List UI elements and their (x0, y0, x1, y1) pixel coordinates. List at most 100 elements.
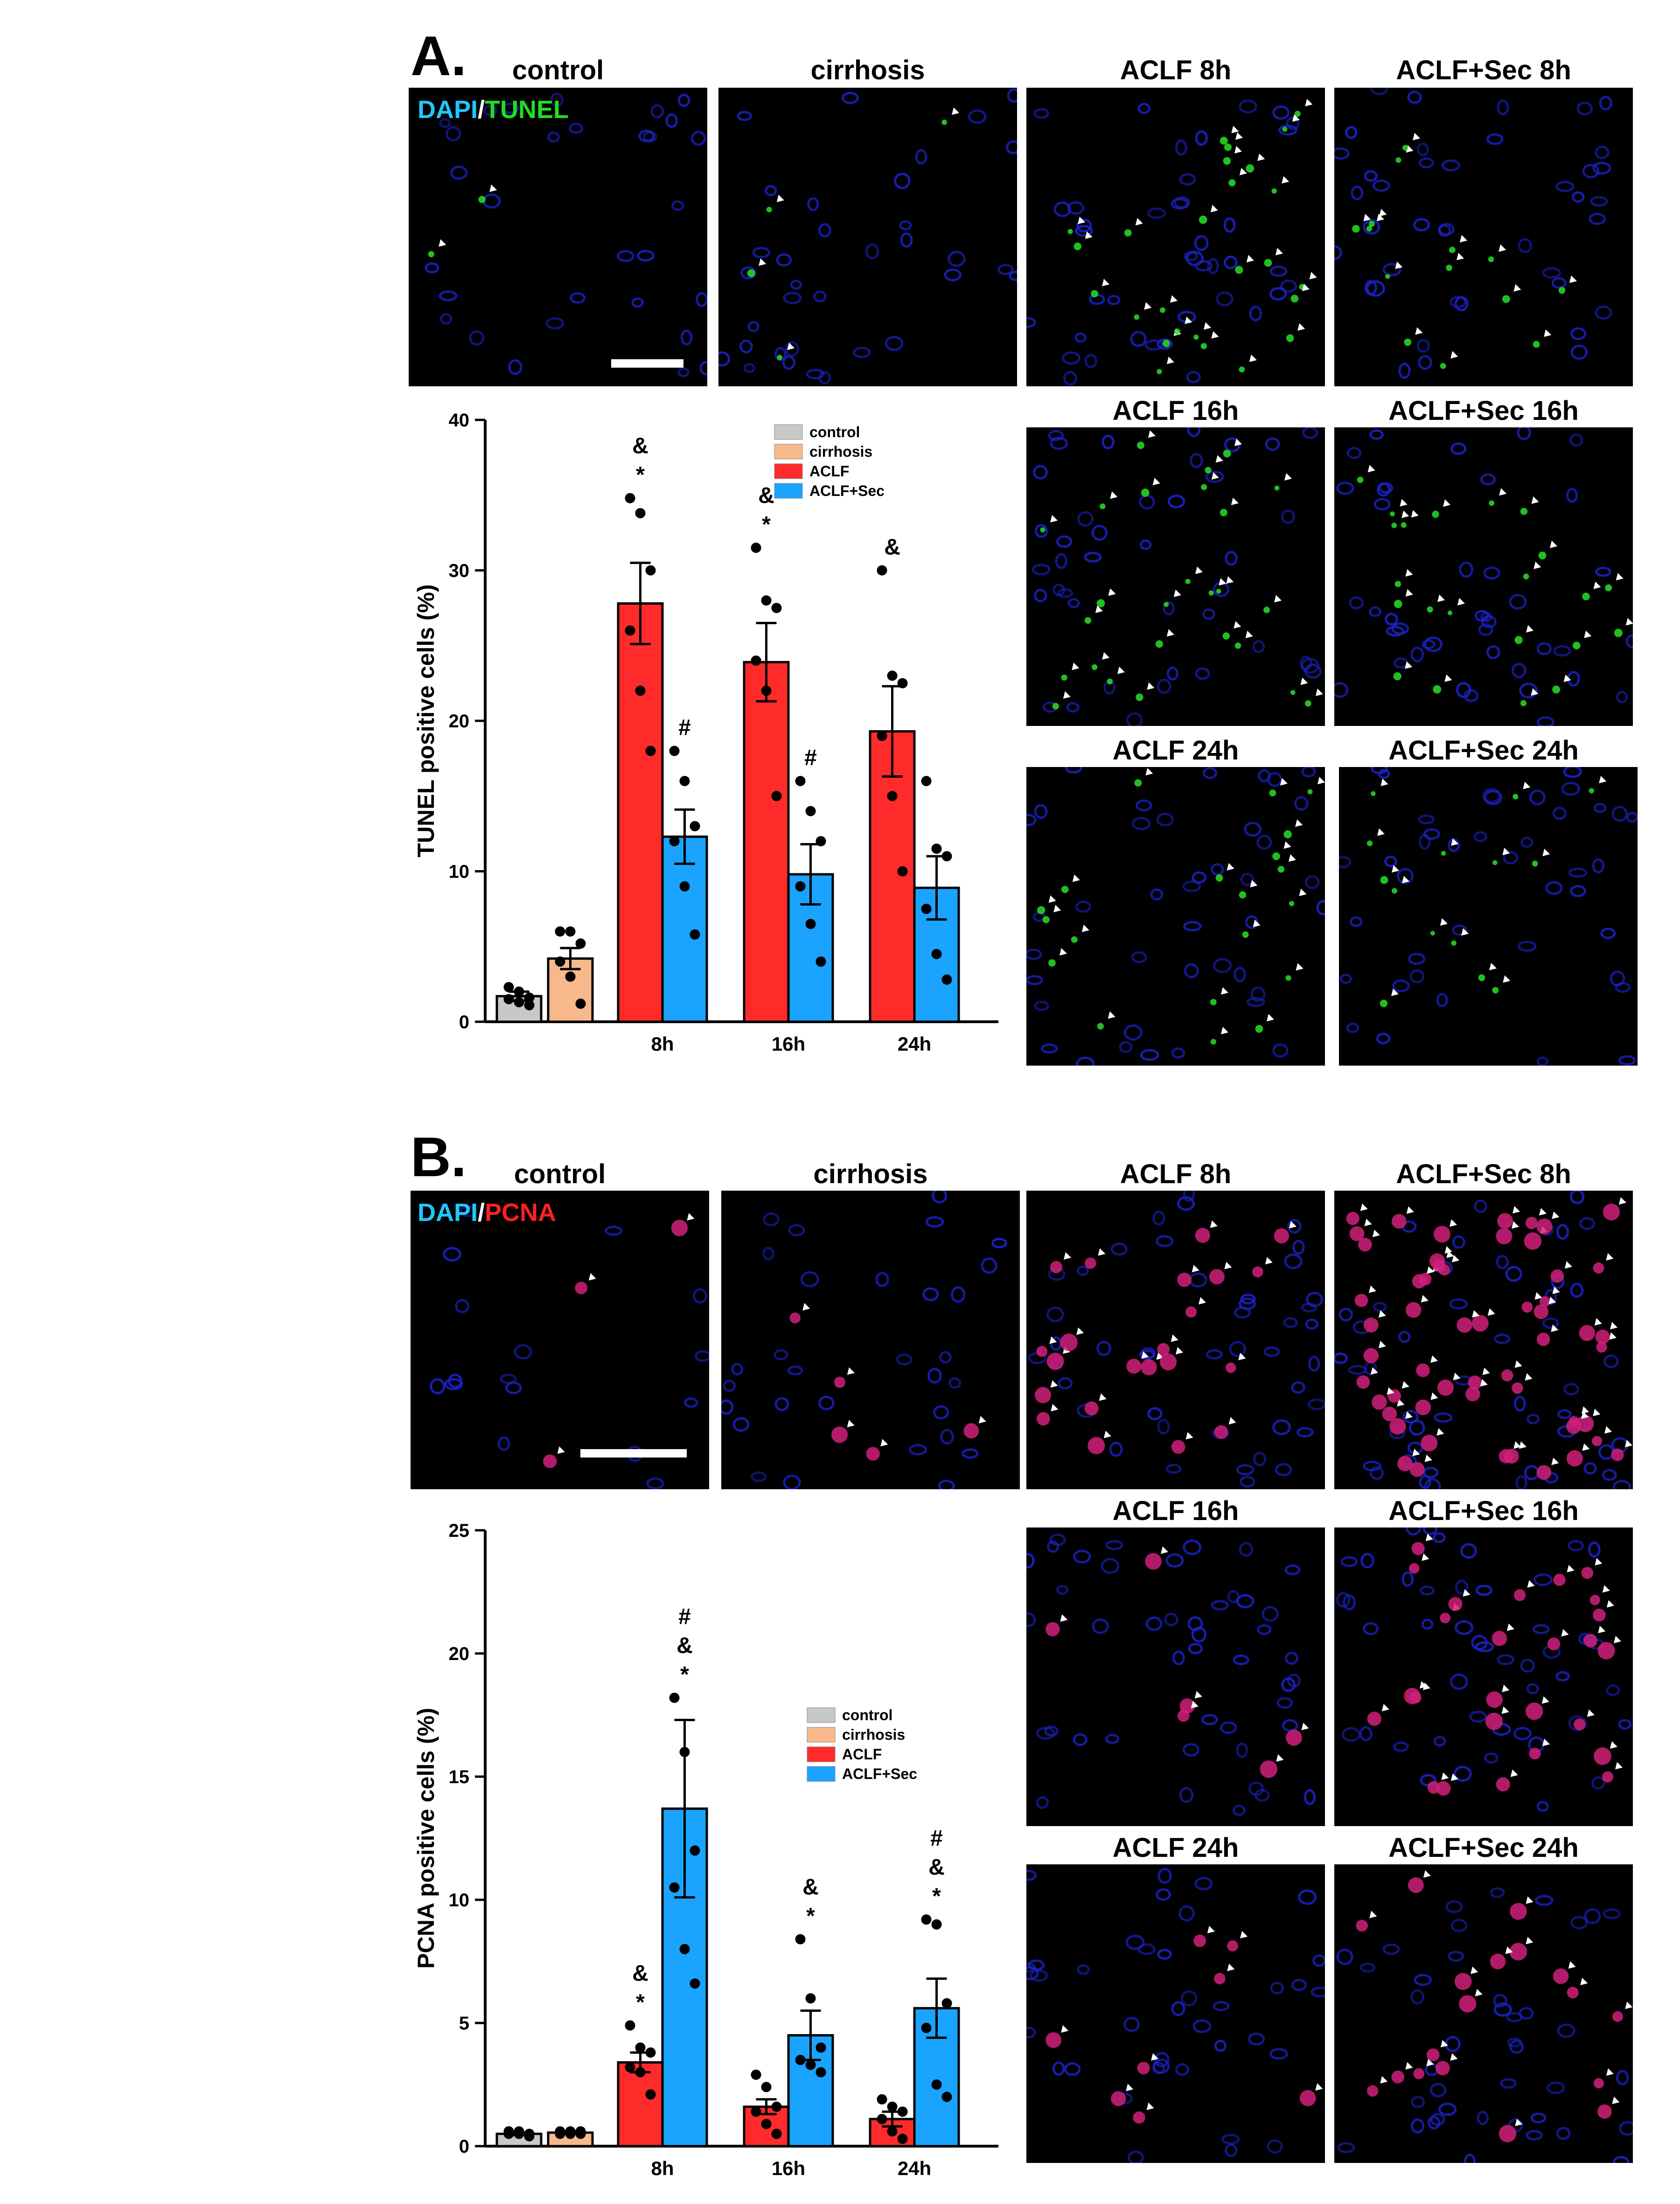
nucleus (1033, 465, 1048, 480)
positive-nucleus (1040, 527, 1046, 533)
data-point (555, 926, 565, 937)
stain-tunel: TUNEL (485, 96, 569, 124)
positive-nucleus (1413, 2068, 1425, 2079)
nucleus (1284, 1564, 1301, 1576)
nucleus (1576, 101, 1593, 116)
nucleus (1232, 1805, 1246, 1816)
nucleus (1584, 1908, 1601, 1925)
arrowhead (1503, 975, 1511, 983)
nucleus (1595, 566, 1611, 577)
nucleus (1370, 88, 1388, 96)
arrowhead (1489, 963, 1497, 970)
arrowhead (1099, 1393, 1107, 1401)
positive-nucleus (1532, 860, 1538, 867)
data-point (679, 881, 690, 892)
nucleus (1053, 201, 1072, 217)
arrowhead (1315, 2083, 1323, 2091)
nucleus (1221, 2134, 1240, 2145)
nucleus (1602, 1469, 1617, 1481)
arrowhead (1552, 1286, 1560, 1294)
nucleus (927, 1367, 942, 1384)
legend-label: cirrhosis (809, 443, 872, 460)
nucleus (731, 1363, 743, 1376)
nucleus (788, 1224, 805, 1236)
data-point (771, 2101, 782, 2112)
arrowhead (1450, 1773, 1458, 1781)
nucleus (1512, 663, 1527, 678)
nucleus (1007, 88, 1017, 103)
data-point (565, 926, 576, 937)
nucleus (782, 355, 795, 370)
data-point (669, 836, 680, 846)
micrograph-texture (721, 1191, 1007, 1489)
arrowhead (1211, 472, 1219, 480)
positive-nucleus (1264, 259, 1272, 267)
arrowhead (1564, 1261, 1572, 1269)
micrograph-texture (718, 88, 1017, 385)
positive-nucleus (1529, 1748, 1541, 1760)
nucleus (1195, 667, 1210, 680)
arrowhead (1095, 605, 1103, 613)
positive-nucleus (1432, 510, 1439, 518)
y-tick-label: 20 (449, 1644, 470, 1664)
positive-nucleus (1509, 1943, 1527, 1961)
nucleus (1363, 219, 1380, 235)
data-point (575, 2128, 586, 2139)
positive-nucleus (1157, 1343, 1170, 1356)
nucleus (1384, 856, 1397, 867)
arrowhead (1401, 510, 1409, 518)
scale-bar-b (580, 1449, 687, 1458)
nucleus (1075, 900, 1091, 913)
arrowhead (1451, 1255, 1459, 1262)
positive-nucleus (1391, 1214, 1407, 1229)
nucleus (1518, 238, 1532, 253)
positive-nucleus (1492, 860, 1498, 865)
arrowhead (1513, 1441, 1521, 1449)
nucleus (1300, 656, 1312, 671)
nucleus (1464, 689, 1479, 702)
nucleus (439, 118, 451, 128)
positive-nucleus (1512, 1382, 1523, 1394)
bar-aclf-24h (869, 730, 916, 1023)
positive-nucleus (1084, 617, 1092, 624)
nucleus (1171, 1047, 1185, 1059)
nucleus (440, 313, 452, 325)
nucleus (1339, 973, 1352, 984)
positive-nucleus (1171, 1440, 1185, 1454)
positive-nucleus (1427, 1781, 1440, 1794)
arrowhead (1413, 133, 1421, 140)
arrowhead (1450, 351, 1458, 359)
positive-nucleus (1159, 1353, 1177, 1371)
arrowhead (1245, 630, 1253, 638)
legend-swatch (774, 483, 803, 499)
arrowhead (1598, 1625, 1606, 1633)
positive-nucleus (1596, 1341, 1607, 1353)
data-point (679, 1944, 690, 1954)
nucleus (1216, 291, 1234, 307)
nucleus (1450, 1674, 1468, 1690)
title-b-aclfsec-8h: ACLF+Sec 8h (1396, 1159, 1571, 1189)
arrowhead (880, 1439, 888, 1447)
significance-mark: & (884, 535, 900, 560)
arrowhead (1284, 473, 1292, 481)
nucleus (1294, 796, 1309, 811)
nucleus (1428, 2116, 1441, 2130)
positive-nucleus (1255, 1025, 1263, 1033)
nucleus (1500, 2078, 1517, 2089)
nucleus (1265, 437, 1280, 451)
nucleus (1034, 1000, 1049, 1011)
nucleus (1107, 295, 1121, 306)
nucleus (922, 1287, 939, 1302)
positive-nucleus (1071, 936, 1078, 943)
positive-nucleus (1260, 1760, 1278, 1778)
arrowhead (1425, 1534, 1433, 1541)
micrograph-b-aclf-8h (1026, 1191, 1325, 1489)
nucleus (1455, 1620, 1473, 1635)
positive-nucleus (1216, 588, 1221, 594)
nucleus (800, 1271, 819, 1288)
data-point (514, 997, 524, 1008)
positive-nucleus (1468, 1375, 1482, 1390)
positive-nucleus (1036, 1346, 1048, 1357)
nucleus (1026, 1962, 1036, 1973)
nucleus (1195, 260, 1213, 272)
